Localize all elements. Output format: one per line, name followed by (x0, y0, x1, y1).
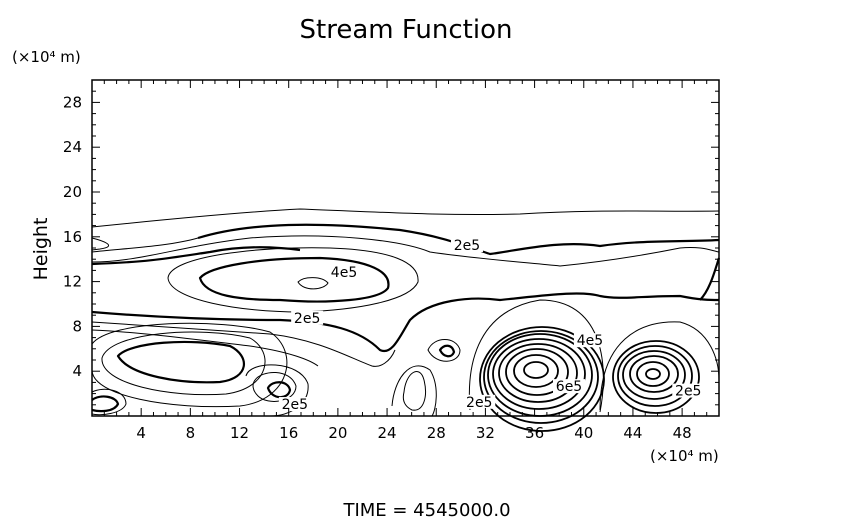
contour-line (438, 344, 456, 358)
contour-label-bg (672, 383, 705, 398)
contour-line (91, 329, 319, 367)
time-footer: TIME = 4545000.0 (342, 500, 510, 519)
contour-line (599, 321, 720, 411)
contour-line (91, 395, 120, 413)
contour-line (699, 257, 721, 301)
contour-field (91, 208, 721, 432)
contour-label: 2e5 (675, 384, 701, 400)
x-tick-label: 32 (476, 424, 495, 442)
x-tick-label: 8 (186, 424, 196, 442)
contour-line (91, 235, 720, 267)
x-tick-label: 20 (328, 424, 347, 442)
contour-label-bg (328, 264, 361, 279)
contour-line (91, 208, 720, 228)
contour-line (91, 292, 720, 353)
contour-label: 2e5 (282, 397, 308, 413)
contour-label-bg (463, 394, 496, 409)
contour-line (468, 299, 604, 413)
contour-line (116, 340, 246, 384)
contour-line (198, 256, 390, 303)
contour-label-bg (291, 310, 324, 325)
x-tick-label: 44 (623, 424, 642, 442)
contour-label: 2e5 (294, 311, 320, 327)
contour-label: 4e5 (331, 265, 357, 281)
contour-label-bg (450, 238, 483, 252)
y-tick-label: 28 (63, 93, 82, 111)
contour-label: 6e5 (556, 379, 582, 395)
contour-label-bg (573, 333, 606, 348)
x-tick-label: 48 (673, 424, 692, 442)
contour-line (91, 321, 396, 367)
contour-label: 4e5 (577, 333, 603, 349)
contour-label-bg (278, 397, 311, 412)
x-tick-label: 28 (427, 424, 446, 442)
y-tick-label: 20 (63, 183, 82, 201)
contour-line (91, 237, 199, 253)
contour-line (167, 247, 419, 313)
x-tick-label: 16 (279, 424, 298, 442)
contour-line (91, 388, 127, 416)
contour-labels: 2e5 4e5 2e5 4e5 6e5 2e5 2e5 2e5 (278, 238, 705, 413)
chart-title: Stream Function (300, 15, 513, 45)
y-tick-label: 4 (72, 362, 82, 380)
y-axis-label: Height (30, 218, 52, 281)
y-tick-label: 8 (72, 317, 82, 335)
x-tick-label: 36 (525, 424, 544, 442)
eddy-right (612, 340, 700, 414)
contour-line (91, 246, 301, 266)
contour-line (266, 381, 292, 399)
contour-line (391, 365, 437, 417)
contour-label: 2e5 (466, 395, 492, 411)
x-unit-label: (×10⁴ m) (650, 447, 719, 465)
contour-line (297, 277, 329, 290)
y-tick-label: 16 (63, 228, 82, 246)
contour-label: 2e5 (454, 238, 480, 254)
x-tick-label: 12 (230, 424, 249, 442)
contour-line (427, 339, 461, 362)
y-unit-label: (×10⁴ m) (12, 48, 81, 66)
contour-line (101, 331, 266, 396)
x-tick-label: 40 (574, 424, 593, 442)
contour-line (402, 371, 426, 411)
x-tick-label: 4 (136, 424, 146, 442)
y-tick-label: 24 (63, 138, 82, 156)
contour-label-bg (553, 379, 586, 394)
x-tick-label: 24 (378, 424, 397, 442)
y-tick-label: 12 (63, 273, 82, 291)
contour-line (197, 223, 720, 256)
eddy-main (479, 326, 605, 432)
